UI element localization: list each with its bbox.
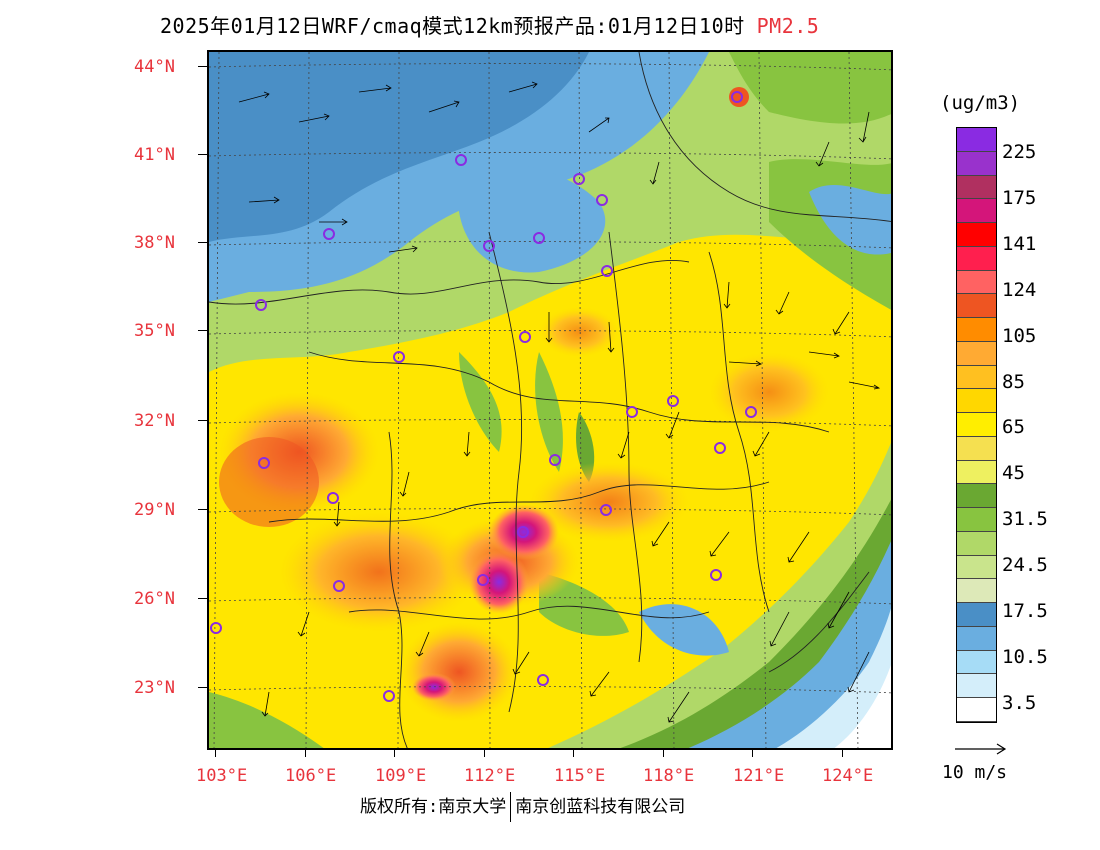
legend-label: 3.5 (1002, 692, 1037, 714)
lon-label-121e: 121°E (733, 766, 785, 786)
legend-color-cell (957, 294, 996, 318)
legend-label: 85 (1002, 371, 1025, 393)
copyright-left: 版权所有:南京大学 (360, 797, 507, 817)
legend-color-cell (957, 223, 996, 247)
lon-tick (215, 749, 216, 757)
color-scale-bar (956, 127, 997, 723)
reference-wind-arrow-icon (955, 743, 1007, 755)
lon-tick (573, 749, 574, 757)
copyright-divider (510, 792, 512, 822)
lon-label-115e: 115°E (554, 766, 606, 786)
legend-color-cell (957, 318, 996, 342)
lon-label-106e: 106°E (285, 766, 337, 786)
legend-color-cell (957, 389, 996, 413)
lat-label-44n: 44°N (134, 57, 175, 77)
lat-label-32n: 32°N (134, 411, 175, 431)
legend-color-cell (957, 270, 996, 295)
legend-label: 31.5 (1002, 508, 1048, 530)
legend-label: 24.5 (1002, 554, 1048, 576)
legend-label: 105 (1002, 325, 1037, 347)
lon-label-103e: 103°E (196, 766, 248, 786)
lon-label-112e: 112°E (464, 766, 516, 786)
lat-label-29n: 29°N (134, 500, 175, 520)
copyright-right: 南京创蓝科技有限公司 (515, 797, 686, 817)
copyright-line: 版权所有:南京大学 南京创蓝科技有限公司 (360, 792, 685, 822)
legend-label: 124 (1002, 279, 1037, 301)
lon-label-109e: 109°E (375, 766, 427, 786)
legend-label: 17.5 (1002, 600, 1048, 622)
legend-label: 225 (1002, 141, 1037, 163)
lat-label-23n: 23°N (134, 678, 175, 698)
lat-tick (198, 66, 208, 67)
legend-color-cell (957, 341, 996, 366)
legend-unit: (ug/m3) (940, 92, 1021, 114)
concentration-field (209, 52, 891, 748)
lon-tick (663, 749, 664, 757)
lat-label-26n: 26°N (134, 589, 175, 609)
lat-label-35n: 35°N (134, 321, 175, 341)
lat-tick (198, 598, 208, 599)
legend-color-cell (957, 175, 996, 200)
pm25-forecast-map (207, 50, 893, 750)
lon-tick (484, 749, 485, 757)
legend-color-cell (957, 128, 996, 152)
lat-tick (198, 509, 208, 510)
wind-reference-label: 10 m/s (942, 762, 1008, 783)
legend-color-cell (957, 531, 996, 556)
legend-color-cell (957, 246, 996, 271)
legend-color-cell (957, 460, 996, 485)
lon-tick (394, 749, 395, 757)
lat-tick (198, 687, 208, 688)
legend-color-cell (957, 508, 996, 532)
lat-label-41n: 41°N (134, 145, 175, 165)
legend-label: 10.5 (1002, 646, 1048, 668)
legend-color-cell (957, 555, 996, 580)
legend-color-cell (957, 579, 996, 603)
legend-label: 45 (1002, 462, 1025, 484)
title-main: 2025年01月12日WRF/cmaq模式12km预报产品:01月12日10时 (160, 14, 745, 38)
legend-color-cell (957, 151, 996, 176)
city-station-markers (210, 91, 757, 702)
lat-tick (198, 242, 208, 243)
legend-label: 141 (1002, 233, 1037, 255)
map-title: 2025年01月12日WRF/cmaq模式12km预报产品:01月12日10时 P… (160, 10, 819, 39)
legend-color-cell (957, 698, 996, 722)
lon-tick (305, 749, 306, 757)
lon-tick (752, 749, 753, 757)
title-variable: PM2.5 (756, 14, 820, 38)
legend-color-cell (957, 365, 996, 390)
lon-tick (842, 749, 843, 757)
legend-color-cell (957, 199, 996, 223)
lat-tick (198, 420, 208, 421)
legend-label: 65 (1002, 416, 1025, 438)
legend-color-cell (957, 626, 996, 651)
lat-label-38n: 38°N (134, 233, 175, 253)
legend-color-cell (957, 674, 996, 698)
legend-color-cell (957, 484, 996, 508)
legend-color-cell (957, 413, 996, 437)
legend-color-cell (957, 436, 996, 461)
lon-label-118e: 118°E (643, 766, 695, 786)
lon-label-124e: 124°E (822, 766, 874, 786)
legend-label: 175 (1002, 187, 1037, 209)
lat-tick (198, 330, 208, 331)
legend-color-cell (957, 603, 996, 627)
legend-color-cell (957, 650, 996, 675)
lat-tick (198, 154, 208, 155)
